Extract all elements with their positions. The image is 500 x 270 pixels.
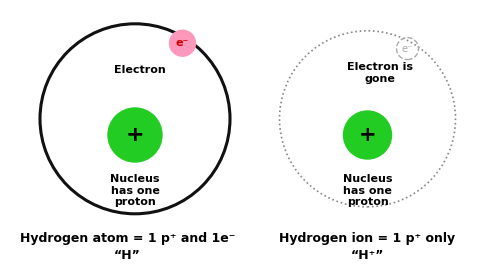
Ellipse shape — [344, 111, 392, 159]
Text: Nucleus
has one
proton: Nucleus has one proton — [343, 174, 392, 207]
Text: +: + — [126, 125, 144, 145]
Ellipse shape — [108, 108, 162, 162]
Text: Nucleus
has one
proton: Nucleus has one proton — [110, 174, 160, 207]
Text: Electron is
gone: Electron is gone — [347, 62, 413, 84]
Text: e⁻: e⁻ — [402, 43, 413, 54]
Text: Hydrogen ion = 1 p⁺ only: Hydrogen ion = 1 p⁺ only — [280, 232, 456, 245]
Text: Electron: Electron — [114, 65, 166, 75]
Text: “H⁺”: “H⁺” — [351, 249, 384, 262]
Ellipse shape — [170, 30, 196, 56]
Text: “H”: “H” — [114, 249, 141, 262]
Text: e⁻: e⁻ — [176, 38, 189, 48]
Text: +: + — [358, 125, 376, 145]
Text: Hydrogen atom = 1 p⁺ and 1e⁻: Hydrogen atom = 1 p⁺ and 1e⁻ — [20, 232, 235, 245]
